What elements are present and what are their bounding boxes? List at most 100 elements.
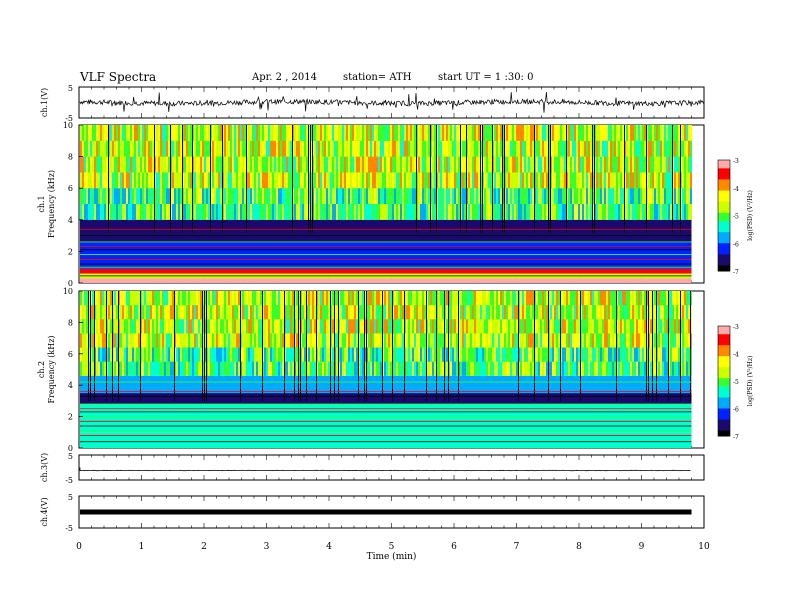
ch1-spectrogram-cell [184,188,186,204]
ch2-spectrogram-cell [662,347,664,362]
ch1-spectrogram-cell [512,188,514,204]
ch1-spectrogram-cell [214,188,216,204]
ch2-spectrogram-cell [186,305,188,320]
ch2-spectrogram-cell [344,291,346,306]
ch2-spectrogram-sferic [382,291,383,401]
ch1-spectrogram-cell [428,188,430,204]
ch1-spectrogram-cell [414,156,416,173]
ch2-spectrogram-cell [182,361,184,376]
ch1-spectrogram-cell [262,172,264,189]
ch2-spectrogram-cell [198,333,200,348]
ch1-spectrogram-cell [544,156,546,173]
ch1-spectrogram-cell [368,188,370,204]
ch1-spectrogram-cell [556,188,558,204]
ch2-spectrogram-cell [304,333,306,348]
ch2-spectrogram-cell [308,361,310,376]
ch1-spectrogram-cell [186,172,188,189]
ch2-spectrogram-cell [130,319,132,334]
ch1-spectrogram-cell [426,125,428,141]
ch2-spectrogram-cell [266,361,268,376]
ch2-spectrogram-cell [514,333,516,348]
ch1-spectrogram-cell [88,204,90,220]
ch1-spectrogram-cell [380,204,382,220]
ch2-spectrogram-cell [480,361,482,376]
ch1-spectrogram-cell [254,188,256,204]
ch1-spectrogram-cell [420,140,422,157]
ch1-spectrogram-cell [196,204,198,220]
ch1-spectrogram-cell [142,188,144,204]
ch2-spectrogram-cell [508,333,510,348]
ch2-spectrogram-cell [128,333,130,348]
ch1-spectrogram-cell [608,140,610,157]
ch1-spectrogram-cell [134,188,136,204]
ch2-spectrogram-colorbar-tick: -6 [733,407,739,414]
ch1-spectrogram-cell [470,156,472,173]
ch1-spectrogram-cell [562,140,564,157]
ch2-spectrogram-colorbar-cell [718,367,730,371]
ch2-spectrogram-cell [276,305,278,320]
ch1-spectrogram-cell [428,156,430,173]
ch2-spectrogram-cell [96,333,98,348]
ch2-spectrogram-cell [406,291,408,306]
ch2-spectrogram-cell [214,347,216,362]
ch2-spectrogram-cell [170,319,172,334]
ch1-spectrogram-cell [396,188,398,204]
ch2-spectrogram-cell [322,347,324,362]
ch1-spectrogram-cell [658,125,660,141]
ch2-spectrogram-cell [430,291,432,306]
ch1-spectrogram-cell [196,172,198,189]
ch2-spectrogram-cell [234,291,236,306]
ch2-spectrogram-cell [346,291,348,306]
ch1-spectrogram-cell [440,204,442,220]
ch1-spectrogram-cell [196,156,198,173]
ch2-spectrogram-cell [126,361,128,376]
ch1-spectrogram-cell [622,140,624,157]
ch1-spectrogram-cell [450,188,452,204]
ch1-spectrogram-cell [602,204,604,220]
ch1-spectrogram-sferic [594,125,595,233]
ch1-spectrogram-cell [202,204,204,220]
ch1-spectrogram-colorbar-cell [718,190,730,194]
ch2-spectrogram-cell [290,319,292,334]
ch2-spectrogram-cell [400,319,402,334]
ch2-spectrogram-cell [100,291,102,306]
ch2-spectrogram-cell [138,361,140,376]
ch1-spectrogram-cell [90,204,92,220]
ch1-spectrogram-cell [206,172,208,189]
ch2-spectrogram-cell [414,319,416,334]
ch1-spectrogram-cell [444,188,446,204]
date-label: Apr. 2 , 2014 [252,72,318,83]
ch1-spectrogram-colorbar-cell [718,221,730,225]
ch1-spectrogram-cell [242,188,244,204]
ch2-spectrogram-cell [670,305,672,320]
ch2-spectrogram-cell [370,305,372,320]
ch2-spectrogram-cell [638,319,640,334]
ch1-spectrogram-cell [658,204,660,220]
ch2-spectrogram-cell [398,361,400,376]
ch1-spectrogram-cell [536,125,538,141]
ch1-spectrogram-cell [614,156,616,173]
ch2-spectrogram-cell [244,361,246,376]
ch1-spectrogram-cell [236,204,238,220]
ch1-spectrogram-cell [316,188,318,204]
ch1-spectrogram-cell [616,140,618,157]
ch2-spectrogram-cell [406,361,408,376]
ch2-spectrogram-cell [600,319,602,334]
ch2-spectrogram-cell [254,291,256,306]
ch2-spectrogram-cell [610,333,612,348]
ch2-spectrogram-cell [440,319,442,334]
ch2-spectrogram-ytick-label: 8 [68,318,73,327]
ch2-spectrogram-cell [356,305,358,320]
ch1-spectrogram-cell [588,204,590,220]
ch2-spectrogram-cell [150,333,152,348]
ch2-spectrogram-band [80,404,692,433]
ch1-spectrogram-cell [476,125,478,141]
ch2-spectrogram-cell [232,333,234,348]
ch1-spectrogram-cell [188,140,190,157]
ch2-spectrogram-cell [434,305,436,320]
ch2-spectrogram-cell [180,333,182,348]
ch1-spectrogram-cell [360,140,362,157]
ch1-spectrogram-cell [156,188,158,204]
ch1-spectrogram-cell [690,188,692,204]
ch1-spectrogram-cell [146,140,148,157]
